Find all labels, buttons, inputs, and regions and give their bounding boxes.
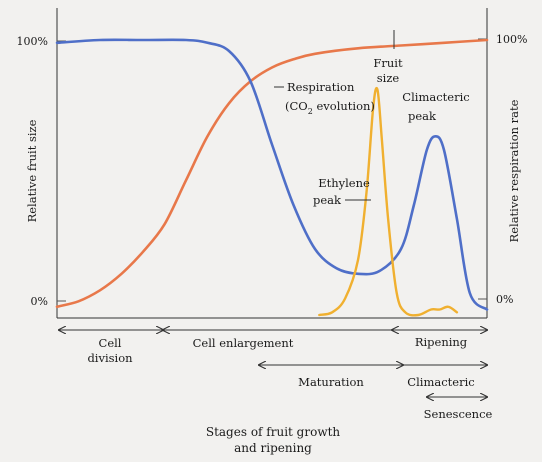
fruit-size-label-2: size bbox=[377, 71, 400, 85]
ethylene-line bbox=[318, 86, 459, 317]
right-tick-label-bottom: 0% bbox=[496, 293, 513, 306]
stage-label-cell-division-2: division bbox=[87, 351, 133, 365]
respiration-label-1: Respiration bbox=[287, 80, 355, 94]
climacteric-peak-label-2: peak bbox=[408, 109, 437, 123]
fruit-size-line bbox=[55, 38, 489, 309]
ethylene-peak-label-1: Ethylene bbox=[318, 176, 370, 190]
stage-label-cell-enlargement: Cell enlargement bbox=[193, 336, 294, 350]
fruit-size-label-1: Fruit bbox=[373, 56, 403, 70]
y-left-axis-title: Relative fruit size bbox=[25, 119, 39, 222]
x-caption-line-2: and ripening bbox=[234, 441, 312, 455]
stage-label-senescence: Senescence bbox=[424, 407, 493, 421]
stage-label-climacteric: Climacteric bbox=[407, 375, 474, 389]
stage-label-cell-division-1: Cell bbox=[99, 336, 122, 350]
y-right-axis-title: Relative respiration rate bbox=[507, 99, 521, 242]
right-tick-label-top: 100% bbox=[496, 33, 527, 46]
respiration-label-2: (CO2 evolution) bbox=[285, 99, 375, 116]
x-caption-line-1: Stages of fruit growth bbox=[206, 425, 341, 439]
stage-label-ripening: Ripening bbox=[415, 335, 468, 349]
ethylene-peak-label-2: peak bbox=[313, 193, 342, 207]
stage-label-maturation: Maturation bbox=[298, 375, 364, 389]
left-tick-label-bottom: 0% bbox=[31, 295, 48, 308]
left-tick-label-top: 100% bbox=[17, 35, 48, 48]
climacteric-peak-label-1: Climacteric bbox=[402, 90, 469, 104]
respiration-line bbox=[55, 38, 489, 311]
